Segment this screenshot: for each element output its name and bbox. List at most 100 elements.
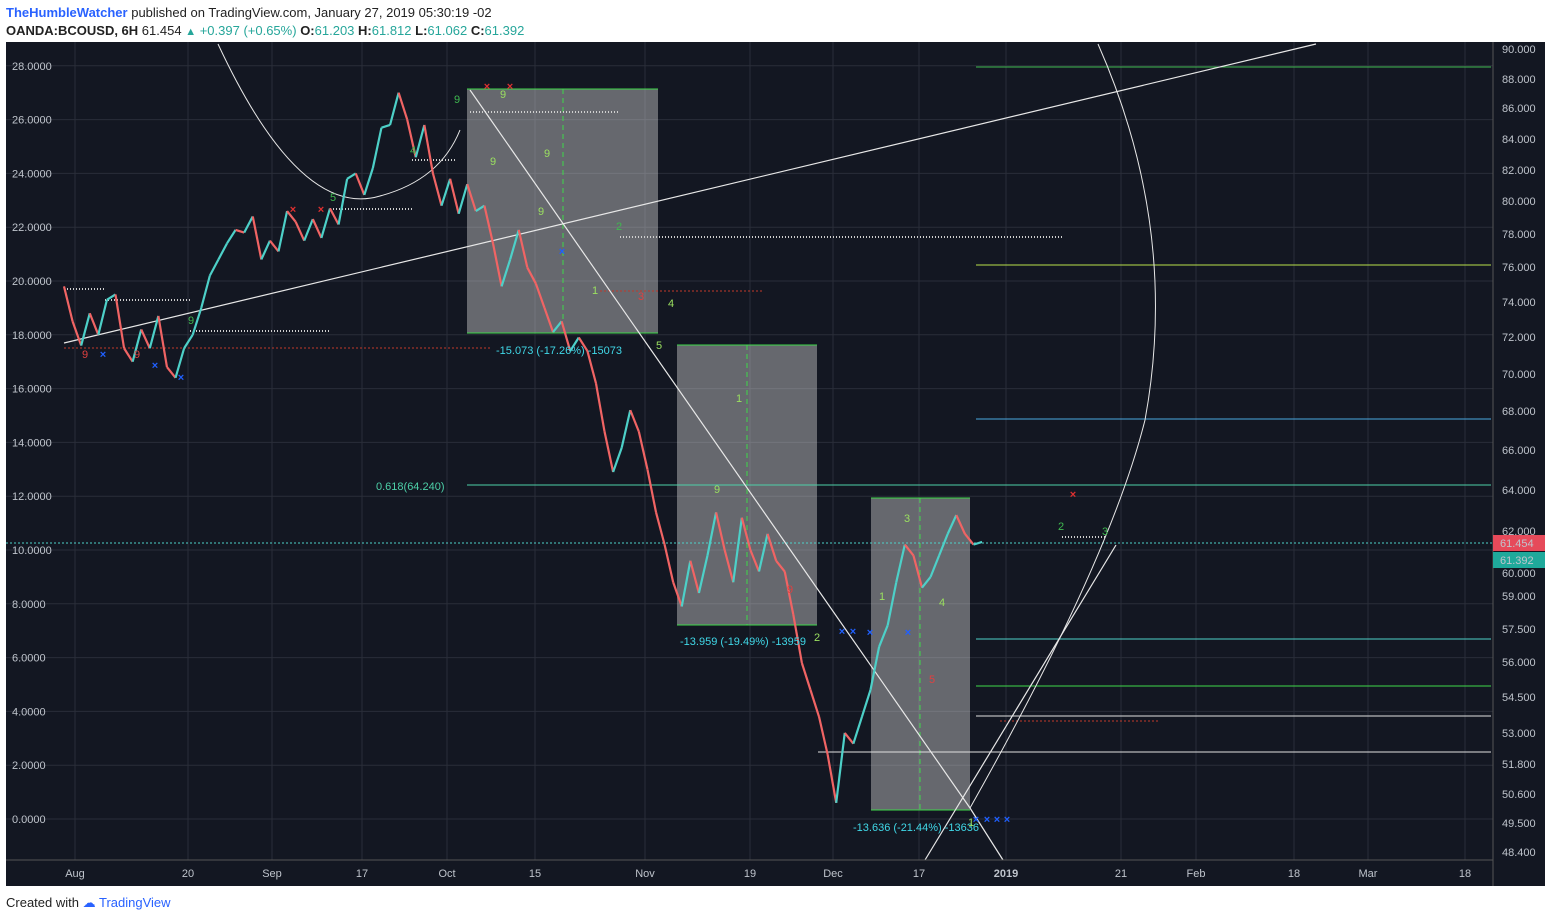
price-segment xyxy=(534,283,546,309)
price-segment xyxy=(97,299,108,336)
price-segment xyxy=(826,754,838,804)
header-line-1: TheHumbleWatcher published on TradingVie… xyxy=(6,4,524,22)
fib-level-label: 0.618(64.240) xyxy=(376,481,445,493)
price-segment xyxy=(663,544,675,583)
count-label: 1 xyxy=(968,817,974,829)
left-tick-label: 4.0000 xyxy=(12,706,46,718)
price-segment xyxy=(817,716,829,755)
price-change: +0.397 (+0.65%) xyxy=(199,23,297,38)
right-tick-label: 54.500 xyxy=(1502,692,1536,704)
price-segment xyxy=(371,127,383,169)
count-label: 1 xyxy=(879,591,885,603)
left-tick-label: 2.0000 xyxy=(12,760,46,772)
time-tick-label: 18 xyxy=(1459,868,1471,880)
price-segment xyxy=(286,210,297,223)
right-tick-label: 50.600 xyxy=(1502,789,1536,801)
tradingview-brand-link[interactable]: TradingView xyxy=(99,895,171,910)
price-segment xyxy=(706,512,718,556)
left-tick-label: 26.0000 xyxy=(12,115,52,127)
count-label: 2 xyxy=(616,221,622,233)
right-tick-label: 68.000 xyxy=(1502,406,1536,418)
last-price-badge-label: 61.454 xyxy=(1500,538,1534,550)
trend-line-up xyxy=(63,43,1317,344)
left-tick-label: 8.0000 xyxy=(12,599,46,611)
high-value: 61.812 xyxy=(371,23,412,38)
right-tick-label: 70.000 xyxy=(1502,369,1536,381)
price-segment xyxy=(672,581,683,607)
time-tick-label: Oct xyxy=(438,868,455,880)
price-segment xyxy=(320,208,332,239)
published-text: published on TradingView.com, January 27… xyxy=(131,5,492,20)
created-with-text: Created with xyxy=(6,895,79,910)
price-segment xyxy=(517,229,529,268)
price-segment xyxy=(938,533,949,556)
price-segment xyxy=(852,716,863,745)
signal-x-icon: × xyxy=(484,81,490,93)
price-segment xyxy=(895,544,906,583)
count-label: 9 xyxy=(714,484,720,496)
price-segment xyxy=(148,315,160,349)
chart-drawings xyxy=(6,43,1493,861)
signal-x-icon: × xyxy=(1070,489,1076,501)
author-link[interactable]: TheHumbleWatcher xyxy=(6,5,128,20)
left-tick-label: 18.0000 xyxy=(12,330,52,342)
price-segment xyxy=(843,732,855,745)
price-segment xyxy=(964,533,975,546)
measure-label: -15.073 (-17.26%) -15073 xyxy=(496,345,622,357)
right-tick-label: 49.500 xyxy=(1502,818,1536,830)
close-label: C: xyxy=(470,23,485,38)
left-price-axis[interactable]: 28.0000 26.0000 24.0000 22.0000 20.0000 18.00… xyxy=(12,61,52,826)
time-tick-label: Nov xyxy=(635,868,655,880)
signal-x-icon: × xyxy=(905,627,911,639)
price-segment xyxy=(423,124,435,174)
price-segment xyxy=(620,409,632,449)
price-segment xyxy=(646,469,658,513)
price-segment xyxy=(800,662,812,691)
price-segment xyxy=(277,210,289,252)
price-segment xyxy=(757,533,769,572)
chart-grid xyxy=(6,42,1493,860)
trend-line-down xyxy=(469,89,971,809)
left-tick-label: 20.0000 xyxy=(12,276,52,288)
count-label: 9 xyxy=(500,89,506,101)
price-segment xyxy=(792,614,803,664)
count-label: 3 xyxy=(904,513,910,525)
count-label: 4 xyxy=(668,298,674,310)
price-segment xyxy=(457,183,469,215)
up-arrow-icon: ▲ xyxy=(185,26,197,38)
price-segment xyxy=(586,350,598,384)
high-label: H: xyxy=(358,23,372,38)
left-tick-label: 10.0000 xyxy=(12,545,52,557)
close-price-badge-label: 61.392 xyxy=(1500,555,1534,567)
right-price-axis[interactable]: 90.000 88.000 86.000 84.000 82.000 80.000 78.0… xyxy=(1493,44,1545,859)
price-segment xyxy=(62,286,74,322)
price-segment xyxy=(71,320,83,346)
price-segment xyxy=(466,183,477,212)
price-segment xyxy=(912,555,924,588)
price-segment xyxy=(381,123,391,129)
price-segment xyxy=(637,431,649,470)
signal-x-icon: × xyxy=(318,204,324,216)
left-tick-label: 12.0000 xyxy=(12,491,52,503)
chart-annotations: 0.618(64.240) -15.073 (-17.26%) -15073 -13… xyxy=(82,81,1108,834)
price-segment xyxy=(886,582,898,626)
count-label: 9 xyxy=(490,156,496,168)
count-label: 4 xyxy=(410,145,416,157)
price-segment xyxy=(543,307,555,333)
price-segment xyxy=(509,229,520,260)
price-segment xyxy=(973,540,983,546)
trend-line-short xyxy=(969,807,1004,861)
time-axis[interactable]: Aug 20 Sep 17 Oct 15 Nov 19 Dec 17 2019 21 Feb 18 Mar 1… xyxy=(65,868,1471,880)
right-tick-label: 56.000 xyxy=(1502,657,1536,669)
price-segment xyxy=(475,204,486,212)
price-segment xyxy=(106,293,117,301)
count-label: 3 xyxy=(1102,526,1108,538)
time-tick-label: 17 xyxy=(913,868,925,880)
price-segment xyxy=(157,315,169,368)
price-segment xyxy=(303,218,314,242)
price-segment xyxy=(955,514,966,535)
price-segment xyxy=(183,334,194,349)
left-tick-label: 16.0000 xyxy=(12,384,52,396)
price-segment xyxy=(775,560,786,573)
